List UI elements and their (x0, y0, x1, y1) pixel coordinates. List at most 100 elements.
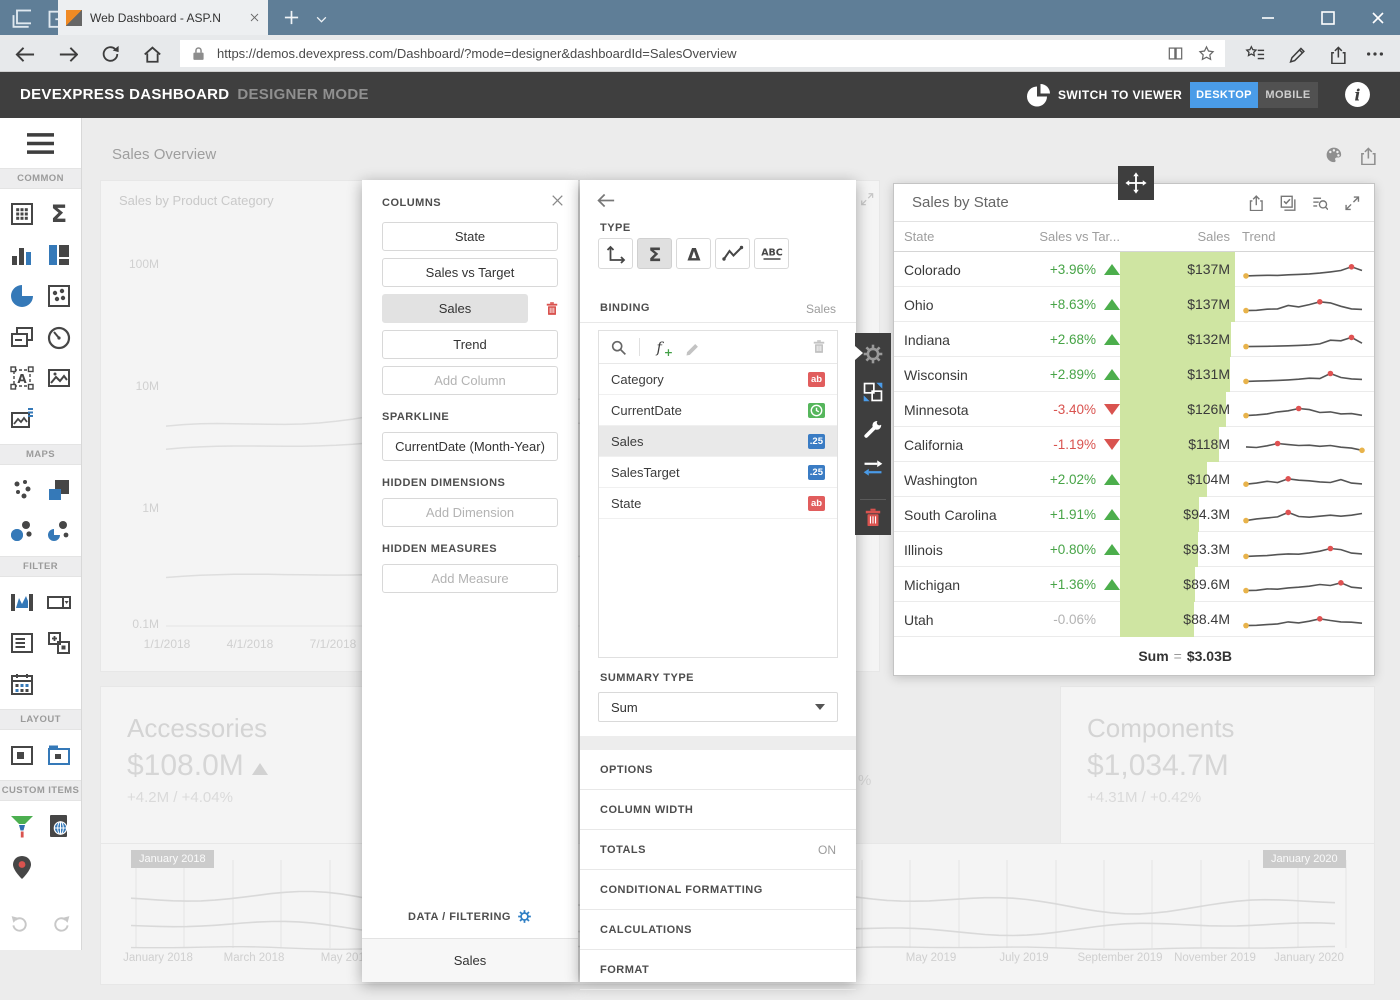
pie-icon[interactable] (8, 282, 36, 310)
column-button-trend[interactable]: Trend (382, 330, 558, 359)
wrench-icon[interactable] (862, 419, 884, 441)
inspect-data-icon[interactable] (1311, 194, 1328, 211)
column-header-state[interactable]: State (904, 229, 935, 244)
treeview-icon[interactable] (45, 629, 73, 657)
delete-field-icon[interactable] (811, 339, 827, 355)
convert-icon[interactable] (862, 381, 884, 403)
redo-icon[interactable] (49, 913, 72, 936)
multi-select-icon[interactable] (1279, 194, 1296, 211)
palette-icon[interactable] (1325, 146, 1346, 167)
table-row[interactable]: Washington +2.02% $104M (894, 462, 1374, 497)
column-button-add-column[interactable]: Add Column (382, 366, 558, 395)
group-icon[interactable] (8, 741, 36, 769)
sum-type-icon[interactable]: Σ (637, 238, 672, 269)
tab-container-icon[interactable] (45, 741, 73, 769)
table-row[interactable]: Illinois +0.80% $93.3M (894, 532, 1374, 567)
delete-column-icon[interactable] (544, 301, 560, 317)
add-dimension-button[interactable]: Add Dimension (382, 498, 558, 527)
column-header-sales[interactable]: Sales (1197, 229, 1230, 244)
desktop-toggle-button[interactable]: DESKTOP (1190, 82, 1258, 108)
combobox-icon[interactable] (45, 588, 73, 616)
funnel-icon[interactable] (8, 812, 36, 840)
geopoint-map-icon[interactable] (8, 476, 36, 504)
favorite-star-icon[interactable] (1198, 45, 1215, 62)
column-button-state[interactable]: State (382, 222, 558, 251)
share-icon[interactable] (1325, 42, 1349, 66)
range-filter-icon[interactable] (8, 588, 36, 616)
swap-arrows-icon[interactable] (862, 457, 884, 479)
url-field[interactable]: https://demos.devexpress.com/Dashboard/?… (180, 40, 1225, 67)
window-menu-icon[interactable] (10, 7, 31, 28)
export-item-icon[interactable] (1247, 194, 1264, 211)
geocoder-icon[interactable] (8, 853, 36, 881)
column-button-sales[interactable]: Sales (382, 294, 528, 323)
back-icon[interactable] (12, 42, 36, 66)
table-row[interactable]: Utah -0.06% $88.4M (894, 602, 1374, 637)
close-button[interactable] (1355, 0, 1400, 35)
choropleth-map-icon[interactable] (45, 476, 73, 504)
forward-icon[interactable] (55, 42, 79, 66)
bubble-map-icon[interactable] (8, 517, 36, 545)
more-options-icon[interactable] (1363, 42, 1387, 66)
maximize-button[interactable] (1305, 0, 1350, 35)
settings-icon[interactable] (862, 343, 884, 365)
table-row[interactable]: Michigan +1.36% $89.6M (894, 567, 1374, 602)
table-row[interactable]: Wisconsin +2.89% $131M (894, 357, 1374, 392)
table-row[interactable]: California -1.19% $118M (894, 427, 1374, 462)
table-row[interactable]: Colorado +3.96% $137M (894, 252, 1374, 287)
card-icon[interactable] (8, 323, 36, 351)
field-row-currentdate[interactable]: CurrentDate (599, 395, 837, 426)
section-totals[interactable]: TOTALS ON (580, 830, 856, 870)
sum-icon[interactable]: Σ (45, 200, 73, 228)
add-measure-button[interactable]: Add Measure (382, 564, 558, 593)
mobile-toggle-button[interactable]: MOBILE (1258, 82, 1318, 108)
data-filtering-row[interactable]: DATA / FILTERING (362, 909, 578, 924)
tab-close-icon[interactable] (249, 12, 260, 23)
sparkline-type-icon[interactable] (715, 238, 750, 269)
column-header-target[interactable]: Sales vs Tar... (1039, 229, 1120, 244)
field-row-sales[interactable]: Sales .25 (599, 426, 837, 457)
move-item-handle[interactable] (1118, 166, 1154, 200)
new-tab-icon[interactable] (283, 9, 300, 26)
table-row[interactable]: Indiana +2.68% $132M (894, 322, 1374, 357)
section-calculations[interactable]: CALCULATIONS (580, 910, 856, 950)
tab-list-chevron-icon[interactable] (315, 13, 328, 26)
scatter-icon[interactable] (45, 282, 73, 310)
section-column-width[interactable]: COLUMN WIDTH (580, 790, 856, 830)
gauge-icon[interactable] (45, 323, 73, 351)
undo-icon[interactable] (9, 913, 32, 936)
chart-icon[interactable] (8, 241, 36, 269)
add-function-icon[interactable]: f+ (652, 337, 672, 357)
minimize-button[interactable] (1245, 0, 1290, 35)
table-row[interactable]: Ohio +8.63% $137M (894, 287, 1374, 322)
textbox-icon[interactable]: A (8, 364, 36, 392)
date-filter-icon[interactable] (8, 670, 36, 698)
section-conditional-formatting[interactable]: CONDITIONAL FORMATTING (580, 870, 856, 910)
reading-view-icon[interactable] (1167, 45, 1184, 62)
dimension-type-icon[interactable] (598, 238, 633, 269)
web-note-pen-icon[interactable] (1285, 42, 1309, 66)
column-header-trend[interactable]: Trend (1242, 229, 1276, 244)
column-button-sales-vs-target[interactable]: Sales vs Target (382, 258, 558, 287)
search-icon[interactable] (609, 338, 627, 356)
maximize-item-icon[interactable] (1343, 194, 1360, 211)
info-icon[interactable]: i (1344, 81, 1371, 108)
grid-icon[interactable] (8, 200, 36, 228)
section-options[interactable]: OPTIONS (580, 750, 856, 790)
delta-type-icon[interactable]: Δ (676, 238, 711, 269)
switch-to-viewer-button[interactable]: SWITCH TO VIEWER (1058, 88, 1183, 102)
sparkline-field-button[interactable]: CurrentDate (Month-Year) (382, 432, 558, 461)
webpage-icon[interactable] (45, 812, 73, 840)
image-icon[interactable] (45, 364, 73, 392)
section-format[interactable]: FORMAT (580, 950, 856, 990)
home-icon[interactable] (140, 42, 164, 66)
field-row-state[interactable]: State ab (599, 488, 837, 519)
refresh-icon[interactable] (98, 42, 122, 66)
favorites-hub-icon[interactable] (1243, 42, 1267, 66)
panel-footer-item[interactable]: Sales (362, 938, 578, 982)
close-panel-icon[interactable] (550, 193, 565, 208)
field-row-salestarget[interactable]: SalesTarget .25 (599, 457, 837, 488)
export-dashboard-icon[interactable] (1358, 146, 1377, 165)
delete-item-icon[interactable] (862, 507, 884, 529)
treemap-icon[interactable] (45, 241, 73, 269)
